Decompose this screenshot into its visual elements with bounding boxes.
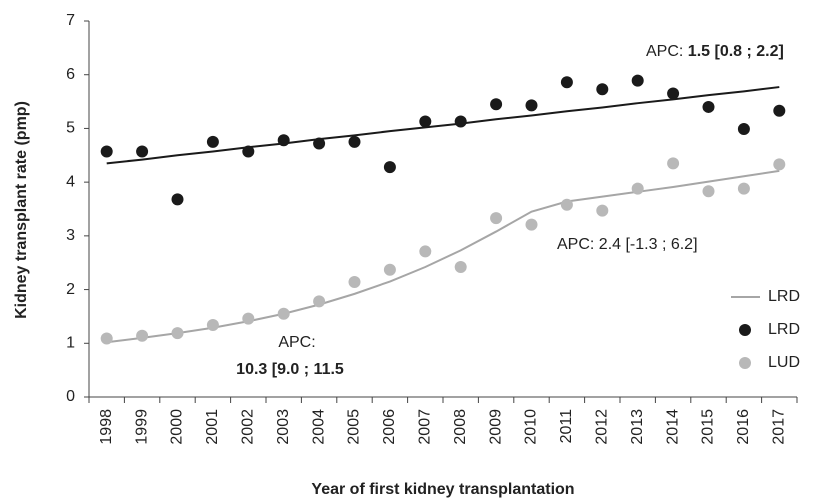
data-point [171,327,184,340]
data-point [702,100,715,113]
data-point [773,104,786,117]
data-point [490,98,503,111]
data-point [348,135,361,148]
data-point [136,145,149,158]
data-point [136,329,149,342]
data-point [454,115,467,128]
x-tick-label: 2012 [594,409,611,445]
y-tick-label: 7 [66,12,75,29]
x-tick-label: 2001 [204,409,221,445]
data-point [773,158,786,171]
x-tick-label: 2000 [169,409,186,445]
annotation-part: 1.5 [0.8 ; 2.2] [688,43,784,60]
x-tick-label: 2003 [275,409,292,445]
data-point [525,218,538,231]
data-point [100,332,113,345]
y-tick-label: 6 [66,66,75,83]
x-tick-label: 2004 [310,409,327,445]
y-tick-label: 4 [66,173,75,190]
x-axis-title: Year of first kidney transplantation [311,481,574,498]
annotation: APC: 2.4 [-1.3 ; 6.2] [557,236,698,253]
legend-label: LUD [768,354,800,371]
data-point [383,161,396,174]
x-tick-label: 2014 [664,409,681,445]
data-point [525,99,538,112]
y-tick-label: 2 [66,281,75,298]
data-point [490,212,503,225]
y-tick-label: 1 [66,335,75,352]
x-tick-label: 2007 [417,409,434,445]
data-point [560,198,573,211]
data-point [596,204,609,217]
data-point [171,193,184,206]
legend-label: LRD [768,321,800,338]
annotation-part: APC: [646,43,683,60]
data-point [702,185,715,198]
trend-line [106,169,780,344]
data-point [206,319,219,332]
legend-swatch [739,324,751,336]
data-point [454,261,467,274]
x-tick-label: 2006 [381,409,398,445]
data-point [667,87,680,100]
data-point [313,295,326,308]
annotation: APC: [278,334,315,351]
y-tick-label: 0 [66,388,75,405]
x-tick-label: 1999 [133,409,150,445]
x-tick-label: 2017 [771,409,788,445]
x-tick-label: 2005 [346,409,363,445]
data-point [560,76,573,89]
data-point [242,145,255,158]
data-point [277,307,290,320]
legend-label: LRD [768,288,800,305]
x-tick-label: 2011 [558,409,575,444]
data-point [100,145,113,158]
x-tick-label: 2013 [629,409,646,445]
data-point [242,312,255,325]
data-point [631,182,644,195]
y-tick-label: 3 [66,227,75,244]
data-point [737,122,750,135]
x-tick-label: 2016 [735,409,752,445]
x-tick-label: 2008 [452,409,469,445]
x-tick-label: 2015 [700,409,717,445]
y-axis-title: Kidney transplant rate (pmp) [13,101,30,319]
legend-swatch [739,357,751,369]
x-tick-label: 2010 [523,409,540,445]
x-tick-label: 2002 [240,409,257,445]
data-point [631,74,644,87]
data-point [348,276,361,289]
data-point [596,83,609,96]
annotation: 10.3 [9.0 ; 11.5 [236,361,344,378]
data-point [419,245,432,258]
data-point [383,263,396,276]
data-point [419,115,432,128]
y-tick-label: 5 [66,120,75,137]
data-point [206,135,219,148]
data-point [737,182,750,195]
data-point [277,134,290,147]
data-point [313,137,326,150]
trend-line [106,86,780,165]
x-tick-label: 2009 [487,409,504,445]
data-point [667,157,680,170]
annotation: APC: 1.5 [0.8 ; 2.2] [646,43,784,60]
x-tick-label: 1998 [98,409,115,445]
